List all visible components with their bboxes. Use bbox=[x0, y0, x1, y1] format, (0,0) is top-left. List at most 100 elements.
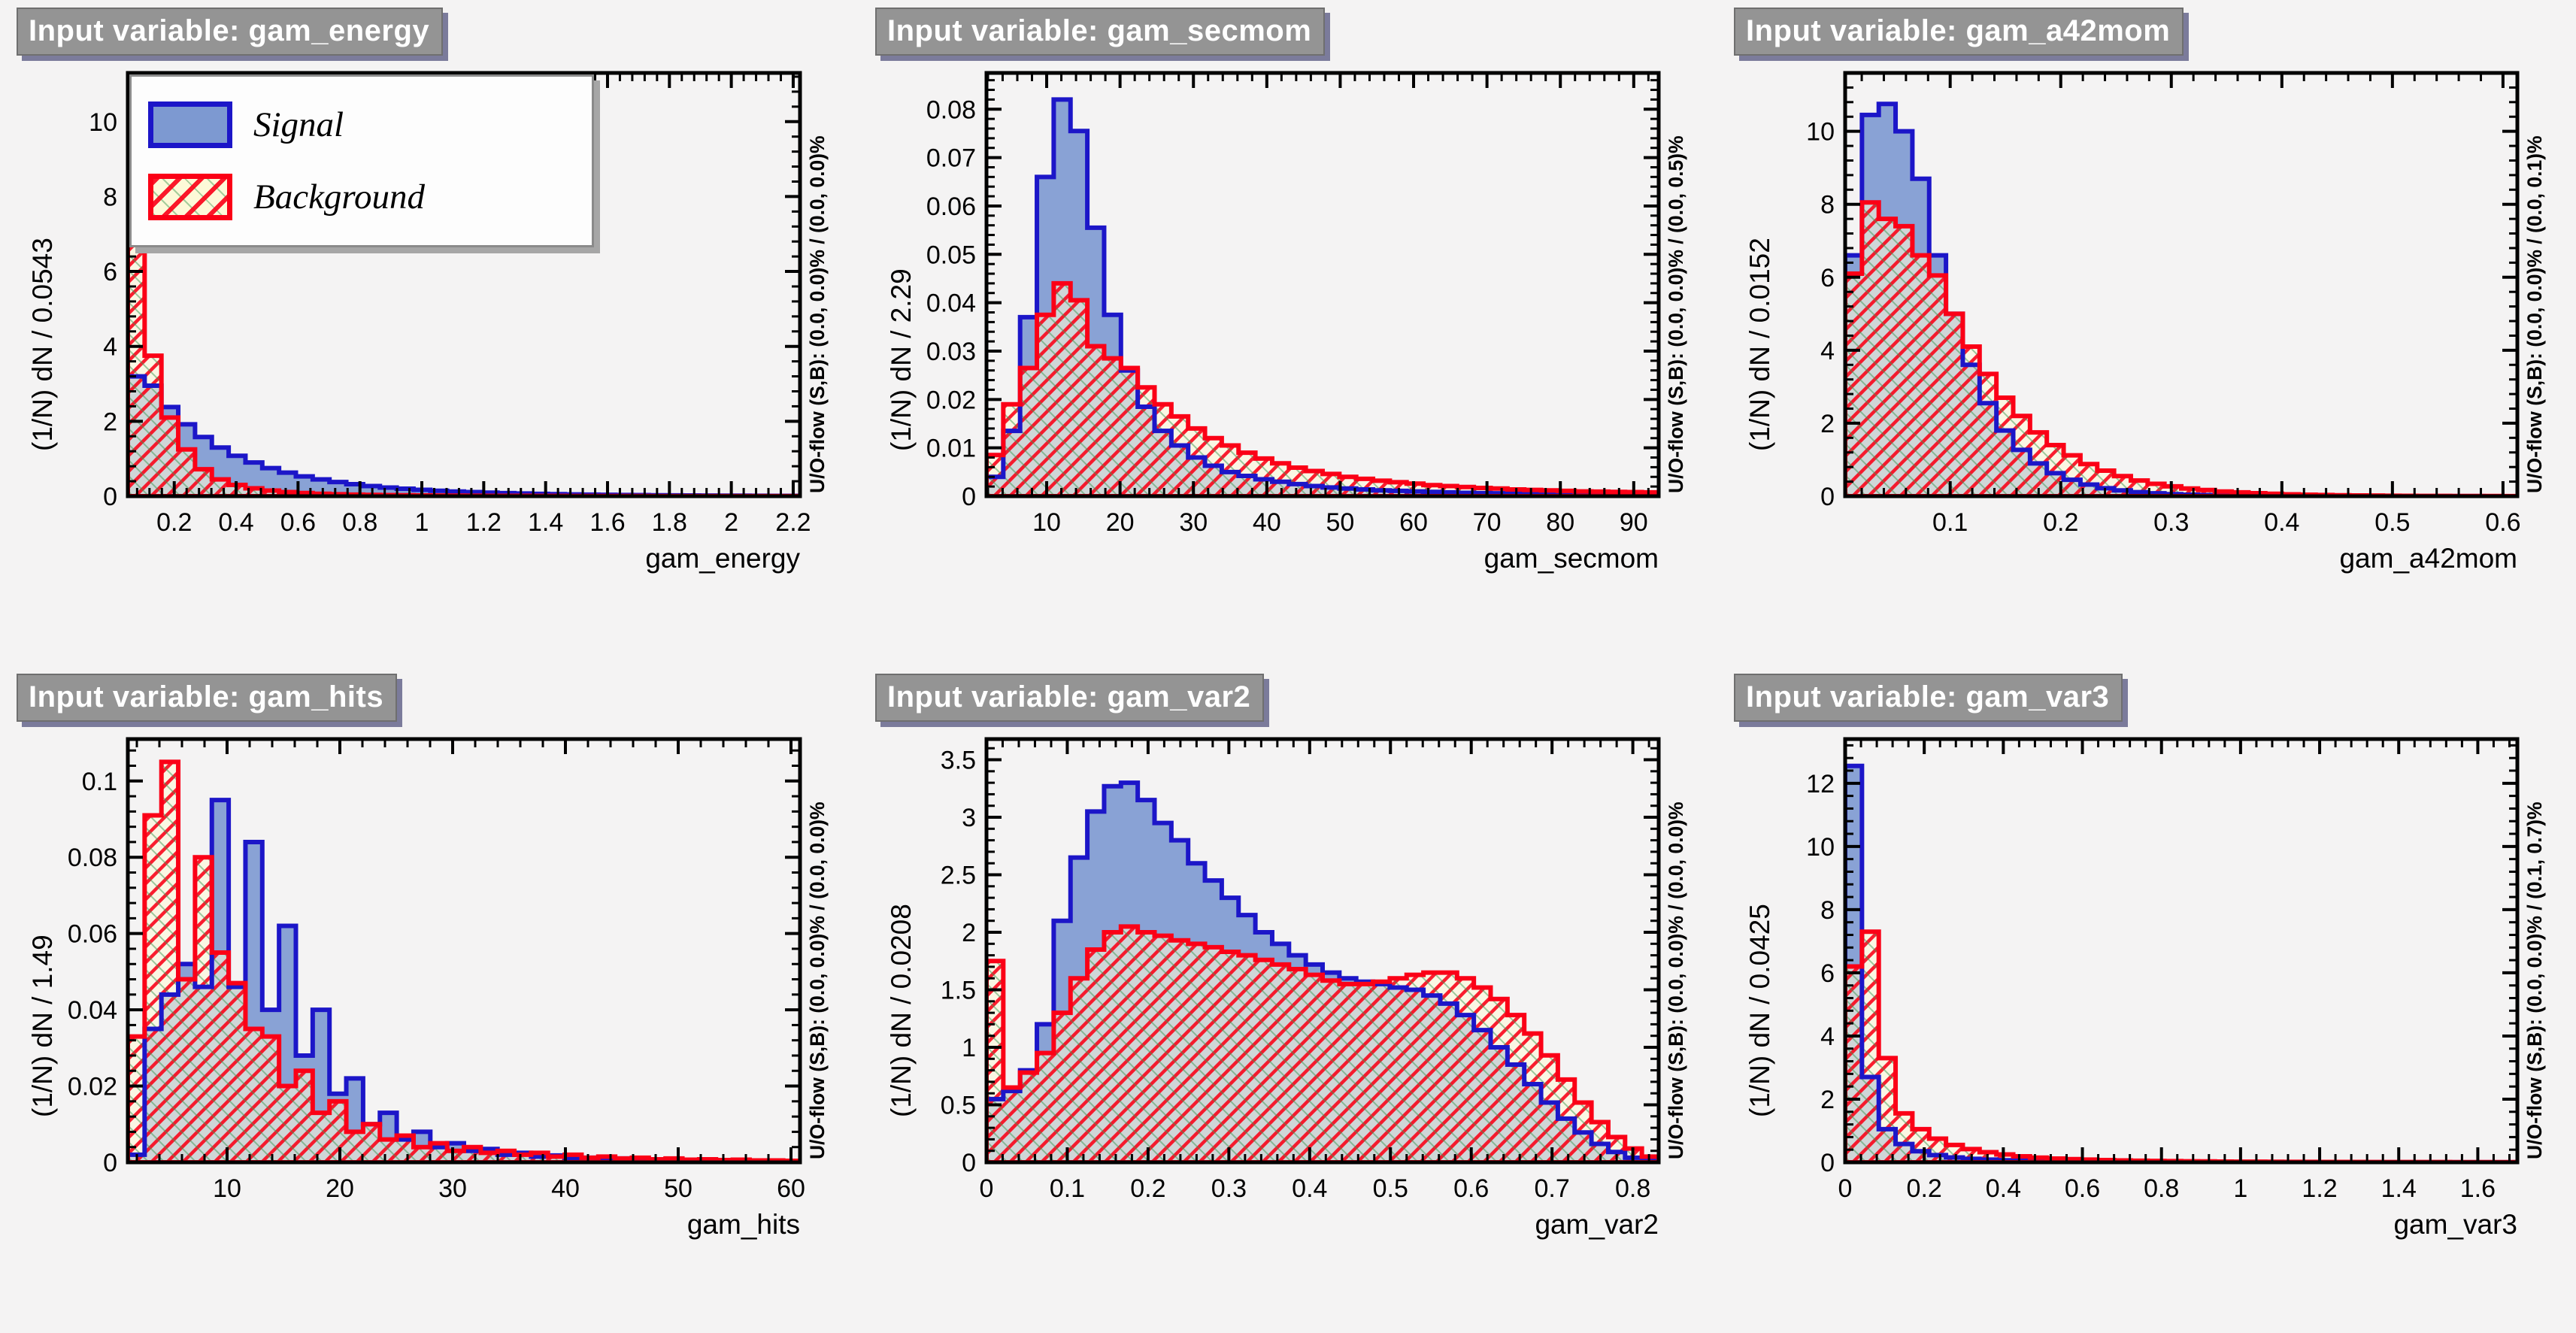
histogram-plot-gam-energy: 0.2 0.4 0.6 0.8 1 1.2 1.4 1.6 1.8 2 2.2 0 2 4 6 8 10 bbox=[89, 71, 811, 537]
svg-text:0.06: 0.06 bbox=[926, 192, 976, 221]
svg-text:80: 80 bbox=[1546, 508, 1574, 537]
panel-title: Input variable: gam_a42mom bbox=[1734, 8, 2184, 56]
svg-text:1: 1 bbox=[415, 508, 429, 537]
svg-text:0.8: 0.8 bbox=[1615, 1174, 1650, 1203]
histogram-plot-gam-hits: 10 20 30 40 50 60 0 0.02 0.04 0.06 0.08 0.1 bbox=[68, 737, 805, 1203]
svg-text:0.5: 0.5 bbox=[1373, 1174, 1408, 1203]
uo-flow-label: U/O-flow (S,B): (0.0, 0.0)% / (0.0, 0.5)… bbox=[1665, 135, 1687, 493]
svg-text:2: 2 bbox=[1820, 1086, 1835, 1114]
panel-title: Input variable: gam_energy bbox=[17, 8, 444, 56]
svg-text:2: 2 bbox=[724, 508, 738, 537]
svg-text:0.2: 0.2 bbox=[156, 508, 192, 537]
svg-text:0.7: 0.7 bbox=[1535, 1174, 1570, 1203]
uo-flow-label: U/O-flow (S,B): (0.0, 0.0)% / (0.1, 0.7)… bbox=[2523, 801, 2546, 1159]
svg-text:4: 4 bbox=[1820, 1022, 1835, 1051]
panel-gam-energy: Input variable: gam_energy (1/N) dN / 0.… bbox=[0, 0, 859, 666]
x-axis-title: gam_var2 bbox=[1535, 1209, 1659, 1240]
panel-gam-var2: Input variable: gam_var2 (1/N) dN / 0.02… bbox=[859, 666, 1717, 1332]
panel-gam-var3: Input variable: gam_var3 (1/N) dN / 0.04… bbox=[1717, 666, 2576, 1332]
svg-text:1: 1 bbox=[2233, 1174, 2247, 1203]
svg-text:0.06: 0.06 bbox=[68, 920, 117, 949]
svg-text:1.2: 1.2 bbox=[2302, 1174, 2337, 1203]
panel-title: Input variable: gam_hits bbox=[17, 674, 398, 722]
svg-text:0.4: 0.4 bbox=[2264, 508, 2299, 537]
svg-text:20: 20 bbox=[326, 1174, 354, 1203]
svg-text:0.1: 0.1 bbox=[1050, 1174, 1085, 1203]
svg-text:0.3: 0.3 bbox=[2153, 508, 2189, 537]
svg-text:0.2: 0.2 bbox=[1130, 1174, 1165, 1203]
svg-text:0.08: 0.08 bbox=[68, 844, 117, 872]
svg-text:50: 50 bbox=[664, 1174, 692, 1203]
svg-text:0.4: 0.4 bbox=[1986, 1174, 2021, 1203]
svg-text:0.4: 0.4 bbox=[1292, 1174, 1327, 1203]
svg-text:30: 30 bbox=[438, 1174, 467, 1203]
svg-text:40: 40 bbox=[1253, 508, 1281, 537]
legend-background-label: Background bbox=[253, 177, 425, 217]
y-axis-title: (1/N) dN / 1.49 bbox=[27, 935, 58, 1117]
uo-flow-label: U/O-flow (S,B): (0.0, 0.0)% / (0.0, 0.0)… bbox=[806, 801, 829, 1159]
legend-row-signal: Signal bbox=[148, 101, 592, 149]
histogram-plot-gam-var2: 0 0.1 0.2 0.3 0.4 0.5 0.6 0.7 0.8 0 0.5 1 1.5 2 2.5 3 3.… bbox=[941, 737, 1661, 1203]
panel-gam-hits: Input variable: gam_hits (1/N) dN / 1.49… bbox=[0, 666, 859, 1332]
svg-text:0.6: 0.6 bbox=[1453, 1174, 1489, 1203]
svg-text:10: 10 bbox=[1806, 833, 1835, 862]
svg-text:90: 90 bbox=[1620, 508, 1648, 537]
svg-text:2: 2 bbox=[103, 407, 117, 436]
svg-text:2: 2 bbox=[1820, 410, 1835, 438]
svg-text:0.07: 0.07 bbox=[926, 144, 976, 173]
uo-flow-label: U/O-flow (S,B): (0.0, 0.0)% / (0.0, 0.0)… bbox=[806, 135, 829, 493]
svg-text:1.4: 1.4 bbox=[2381, 1174, 2417, 1203]
histogram-plot-gam-var3: 0 0.2 0.4 0.6 0.8 1 1.2 1.4 1.6 0 2 4 6 8 10 12 bbox=[1806, 737, 2520, 1203]
svg-text:0.6: 0.6 bbox=[280, 508, 316, 537]
y-axis-title: (1/N) dN / 0.0152 bbox=[1744, 238, 1775, 451]
svg-text:0.02: 0.02 bbox=[926, 386, 976, 414]
svg-text:1.8: 1.8 bbox=[652, 508, 687, 537]
x-axis-title: gam_secmom bbox=[1483, 543, 1659, 574]
svg-text:0.6: 0.6 bbox=[2065, 1174, 2100, 1203]
svg-text:50: 50 bbox=[1326, 508, 1355, 537]
svg-text:0.01: 0.01 bbox=[926, 435, 976, 463]
x-axis-title: gam_hits bbox=[686, 1209, 800, 1240]
svg-text:1.2: 1.2 bbox=[466, 508, 502, 537]
svg-text:0.04: 0.04 bbox=[926, 289, 976, 318]
legend-signal-label: Signal bbox=[253, 105, 344, 145]
svg-text:40: 40 bbox=[551, 1174, 580, 1203]
svg-text:6: 6 bbox=[1820, 264, 1835, 292]
uo-flow-label: U/O-flow (S,B): (0.0, 0.0)% / (0.0, 0.1)… bbox=[2523, 135, 2546, 493]
svg-text:0: 0 bbox=[1820, 483, 1835, 511]
svg-text:0: 0 bbox=[962, 1149, 976, 1177]
svg-text:30: 30 bbox=[1179, 508, 1208, 537]
panel-gam-a42mom: Input variable: gam_a42mom (1/N) dN / 0.… bbox=[1717, 0, 2576, 666]
svg-text:0.02: 0.02 bbox=[68, 1073, 117, 1101]
svg-text:10: 10 bbox=[213, 1174, 241, 1203]
y-axis-title: (1/N) dN / 2.29 bbox=[886, 268, 917, 451]
svg-text:0.8: 0.8 bbox=[342, 508, 377, 537]
y-axis-title: (1/N) dN / 0.0208 bbox=[886, 904, 917, 1117]
svg-text:0.5: 0.5 bbox=[2374, 508, 2410, 537]
svg-text:3.5: 3.5 bbox=[941, 747, 976, 775]
svg-text:8: 8 bbox=[103, 183, 117, 211]
svg-text:70: 70 bbox=[1473, 508, 1502, 537]
svg-text:0: 0 bbox=[103, 483, 117, 511]
svg-text:2.2: 2.2 bbox=[775, 508, 811, 537]
svg-text:1.6: 1.6 bbox=[589, 508, 625, 537]
svg-text:6: 6 bbox=[1820, 959, 1835, 988]
svg-text:0.6: 0.6 bbox=[2485, 508, 2520, 537]
svg-text:8: 8 bbox=[1820, 896, 1835, 925]
svg-text:0.2: 0.2 bbox=[2043, 508, 2078, 537]
svg-text:6: 6 bbox=[103, 258, 117, 286]
x-axis-title: gam_var3 bbox=[2393, 1209, 2517, 1240]
y-axis-title: (1/N) dN / 0.0425 bbox=[1744, 904, 1775, 1117]
x-axis-title: gam_energy bbox=[645, 543, 800, 574]
panel-title: Input variable: gam_secmom bbox=[875, 8, 1326, 56]
legend-signal-swatch bbox=[148, 101, 232, 149]
svg-text:0.03: 0.03 bbox=[926, 338, 976, 366]
svg-text:0.8: 0.8 bbox=[2144, 1174, 2179, 1203]
panel-title: Input variable: gam_var3 bbox=[1734, 674, 2123, 722]
svg-text:0.3: 0.3 bbox=[1211, 1174, 1247, 1203]
svg-text:10: 10 bbox=[1032, 508, 1061, 537]
x-axis-title: gam_a42mom bbox=[2339, 543, 2517, 574]
svg-text:2.5: 2.5 bbox=[941, 862, 976, 890]
svg-text:0.1: 0.1 bbox=[82, 768, 117, 796]
